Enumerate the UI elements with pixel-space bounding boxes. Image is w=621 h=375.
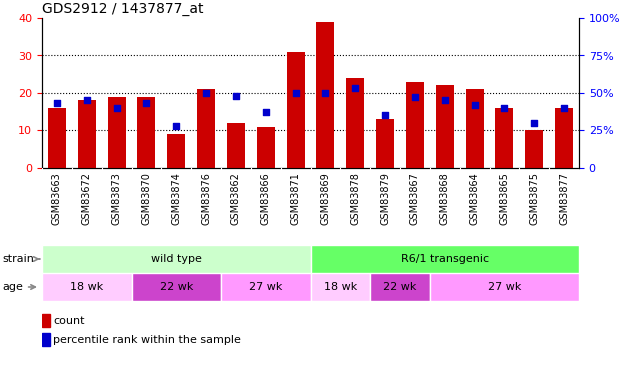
Bar [78, 100, 96, 168]
Point [142, 100, 152, 106]
Text: age: age [2, 282, 35, 292]
Point [559, 105, 569, 111]
Bar [137, 97, 155, 168]
Bar [42, 314, 50, 327]
Text: GSM83874: GSM83874 [171, 172, 181, 225]
Point [499, 105, 509, 111]
Bar [132, 273, 221, 301]
Text: GSM83862: GSM83862 [231, 172, 241, 225]
Bar [555, 108, 573, 168]
Text: GSM83866: GSM83866 [261, 172, 271, 225]
Text: R6/1 transgenic: R6/1 transgenic [401, 254, 489, 264]
Bar [257, 127, 274, 168]
Bar [167, 134, 185, 168]
Text: 27 wk: 27 wk [487, 282, 521, 292]
Point [261, 110, 271, 116]
Bar [525, 130, 543, 168]
Text: GSM83876: GSM83876 [201, 172, 211, 225]
Point [82, 98, 92, 104]
Point [410, 94, 420, 100]
Bar [42, 333, 50, 346]
Text: GSM83869: GSM83869 [320, 172, 330, 225]
Point [440, 98, 450, 104]
Point [469, 102, 479, 108]
Text: GSM83672: GSM83672 [82, 172, 92, 225]
Bar [287, 52, 304, 168]
Point [171, 123, 181, 129]
Point [52, 100, 62, 106]
Bar [376, 119, 394, 168]
Bar [227, 123, 245, 168]
Bar [42, 245, 310, 273]
Bar [370, 273, 430, 301]
Bar [347, 78, 364, 168]
Text: 22 wk: 22 wk [160, 282, 193, 292]
Text: GSM83878: GSM83878 [350, 172, 360, 225]
Text: GSM83867: GSM83867 [410, 172, 420, 225]
Text: GDS2912 / 1437877_at: GDS2912 / 1437877_at [42, 2, 204, 16]
Bar [466, 89, 484, 168]
Text: GSM83871: GSM83871 [291, 172, 301, 225]
Text: GSM83875: GSM83875 [529, 172, 539, 225]
Point [112, 105, 122, 111]
Point [291, 90, 301, 96]
Text: 27 wk: 27 wk [249, 282, 283, 292]
Text: GSM83877: GSM83877 [559, 172, 569, 225]
Text: count: count [53, 316, 85, 326]
Bar [436, 86, 454, 168]
Bar [310, 273, 370, 301]
Point [529, 120, 539, 126]
Text: strain: strain [2, 254, 40, 264]
Text: GSM83873: GSM83873 [112, 172, 122, 225]
Bar [221, 273, 310, 301]
Bar [42, 273, 132, 301]
Bar [310, 245, 579, 273]
Point [231, 93, 241, 99]
Text: GSM83879: GSM83879 [380, 172, 390, 225]
Text: GSM83870: GSM83870 [142, 172, 152, 225]
Bar [48, 108, 66, 168]
Text: 22 wk: 22 wk [383, 282, 417, 292]
Text: GSM83868: GSM83868 [440, 172, 450, 225]
Text: GSM83865: GSM83865 [499, 172, 509, 225]
Bar [107, 97, 125, 168]
Text: wild type: wild type [151, 254, 202, 264]
Bar [406, 82, 424, 168]
Point [201, 90, 211, 96]
Text: 18 wk: 18 wk [70, 282, 103, 292]
Bar [430, 273, 579, 301]
Text: 18 wk: 18 wk [324, 282, 357, 292]
Point [320, 90, 330, 96]
Bar [496, 108, 514, 168]
Text: GSM83864: GSM83864 [469, 172, 479, 225]
Point [350, 86, 360, 92]
Bar [197, 89, 215, 168]
Text: GSM83663: GSM83663 [52, 172, 62, 225]
Point [380, 112, 390, 118]
Bar [317, 22, 334, 168]
Text: percentile rank within the sample: percentile rank within the sample [53, 334, 241, 345]
